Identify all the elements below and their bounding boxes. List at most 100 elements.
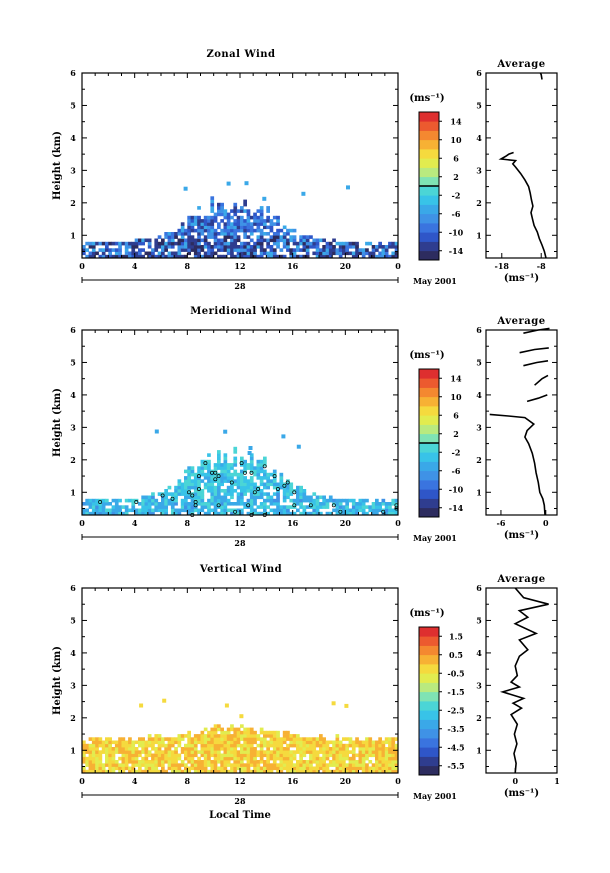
heatmap-cell: [272, 241, 277, 246]
heatmap-cell: [161, 505, 165, 509]
heatmap-cell: [105, 753, 109, 758]
heatmap-cell: [272, 760, 277, 764]
heatmap-cell: [114, 766, 119, 771]
heatmap-cell: [220, 498, 224, 503]
contour-line: [308, 503, 313, 508]
heatmap-cell: [368, 753, 373, 758]
panel-title: Zonal Wind: [206, 49, 275, 60]
y-tick-label: 4: [70, 390, 76, 400]
heatmap-cell: [282, 492, 287, 496]
heatmap-cell: [282, 505, 287, 509]
heatmap-cell: [243, 734, 247, 738]
heatmap-cell: [368, 743, 373, 748]
heatmap-cell: [325, 763, 330, 767]
heatmap-cell: [167, 766, 172, 771]
y-tick-label: 3: [70, 165, 76, 175]
heatmap-cell: [88, 737, 93, 741]
heatmap-cell: [147, 769, 152, 774]
heatmap-cell: [286, 753, 290, 758]
heatmap-cell: [259, 482, 264, 487]
heatmap-cell: [157, 737, 162, 741]
heatmap-cell: [233, 740, 238, 745]
heatmap-cell: [203, 763, 208, 767]
heatmap-cell: [203, 769, 208, 774]
heatmap-cell: [355, 737, 359, 741]
heatmap-cell: [223, 476, 228, 480]
heatmap-cell: [381, 254, 386, 259]
heatmap-cell: [236, 492, 241, 496]
heatmap-cell: [85, 763, 89, 767]
heatmap-cell: [338, 505, 343, 509]
heatmap-cell: [226, 756, 231, 761]
heatmap-cell: [305, 254, 310, 259]
heatmap-cell: [269, 498, 274, 503]
heatmap-cell: [233, 254, 238, 259]
heatmap-cell: [207, 219, 211, 223]
heatmap-cell: [246, 248, 251, 252]
heatmap-cell: [296, 766, 300, 771]
heatmap-cell: [259, 502, 264, 506]
heatmap-cell: [279, 228, 284, 233]
heatmap-cell: [365, 747, 369, 751]
heatmap-cell: [322, 760, 326, 764]
heatmap-cell: [82, 740, 86, 745]
heatmap-cell: [134, 251, 139, 256]
heatmap-cell: [128, 254, 132, 259]
colorbar-swatch: [419, 213, 439, 224]
heatmap-cell: [282, 740, 287, 745]
heatmap-cell: [282, 737, 287, 741]
heatmap-cell: [207, 232, 211, 236]
heatmap-cell: [213, 495, 218, 500]
heatmap-cell: [378, 743, 382, 748]
heatmap-cell: [249, 222, 254, 226]
heatmap-cell: [266, 760, 270, 764]
heatmap-cell: [108, 511, 112, 516]
heatmap-cell: [276, 492, 280, 496]
heatmap-cell: [263, 753, 267, 758]
heatmap-cell: [240, 241, 244, 246]
contour-line: [98, 500, 103, 504]
heatmap-cell: [223, 456, 228, 461]
heatmap-cell: [276, 498, 280, 503]
heatmap-cell: [193, 248, 198, 252]
profile-frame: [485, 329, 558, 516]
heatmap-cell: [276, 241, 280, 246]
heatmap-cell: [138, 251, 142, 256]
heatmap-cell: [276, 750, 280, 754]
colorbar-swatch: [419, 223, 439, 233]
heatmap-cell: [213, 232, 218, 236]
heatmap-cell: [167, 763, 172, 767]
heatmap-cell: [147, 245, 152, 249]
x-tick-label: 12: [234, 261, 245, 271]
x-tick-label: 12: [234, 776, 245, 786]
heatmap-cell: [223, 769, 228, 774]
heatmap-cell: [302, 760, 307, 764]
heatmap-cell: [114, 508, 119, 513]
heatmap-cell: [111, 756, 116, 761]
heatmap-cell: [230, 511, 234, 516]
heatmap-cell: [355, 248, 359, 252]
heatmap-cell: [207, 485, 211, 490]
heatmap-cell: [253, 740, 257, 745]
heatmap-cell: [332, 251, 336, 256]
heatmap-cell: [240, 482, 244, 487]
heatmap-cell: [147, 743, 152, 748]
heatmap-cell: [220, 254, 224, 259]
heatmap-cell: [332, 743, 336, 748]
heatmap-cell: [193, 489, 198, 493]
heatmap-cell: [243, 740, 247, 745]
heatmap-cell: [240, 228, 244, 233]
heatmap-cell: [217, 225, 221, 230]
heatmap-cell: [154, 508, 159, 513]
x-tick-label: 8: [185, 518, 191, 528]
heatmap-cell: [351, 747, 356, 751]
heatmap-cell: [345, 737, 349, 741]
heatmap-cell: [332, 753, 336, 758]
heatmap-cell: [328, 769, 333, 774]
heatmap-cell: [184, 508, 188, 513]
profile-x-tick-label: 0: [512, 776, 518, 786]
heatmap-cell: [161, 769, 165, 774]
heatmap-cell: [253, 753, 257, 758]
heatmap-cell: [161, 737, 165, 741]
heatmap-cell: [272, 479, 277, 483]
